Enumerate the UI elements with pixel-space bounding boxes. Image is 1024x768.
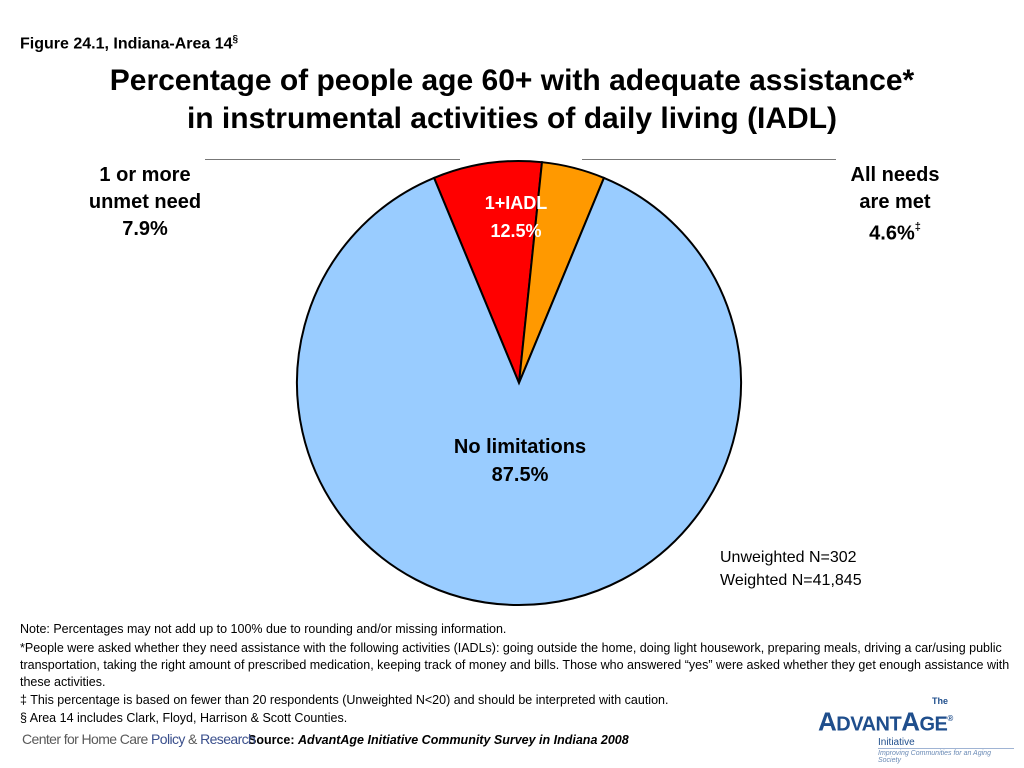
chart-title: Percentage of people age 60+ with adequa… bbox=[20, 62, 1004, 138]
source-title: AdvantAge Initiative Community Survey in… bbox=[298, 733, 629, 747]
no-limitations-slice bbox=[296, 176, 742, 606]
chart-title-line2: in instrumental activities of daily livi… bbox=[186, 102, 838, 135]
footnote-caution: ‡ This percentage is based on fewer than… bbox=[20, 693, 669, 707]
no-limitations-value: 87.5% bbox=[492, 464, 549, 486]
footnote-asterisk: *People were asked whether they need ass… bbox=[20, 641, 1010, 689]
group-label-name: 1+IADL bbox=[485, 193, 548, 213]
needs-met-value: 4.6% bbox=[869, 222, 915, 245]
unmet-need-label-line2: unmet need bbox=[88, 191, 202, 213]
footnote-area: § Area 14 includes Clark, Floyd, Harriso… bbox=[20, 711, 348, 725]
unweighted-n: Unweighted N=302 bbox=[720, 549, 857, 566]
unmet-need-label: 1 or more unmet need 7.9% bbox=[60, 162, 230, 243]
unmet-need-value: 7.9% bbox=[122, 218, 168, 240]
footnotes: *People were asked whether they need ass… bbox=[20, 640, 1010, 728]
needs-met-label: All needs are met 4.6%‡ bbox=[815, 162, 975, 248]
section-mark: § bbox=[232, 34, 239, 45]
group-label-value: 12.5% bbox=[490, 221, 541, 241]
needs-met-label-line1: All needs bbox=[850, 164, 940, 186]
source-prefix: Source: bbox=[248, 733, 295, 747]
unmet-need-slice bbox=[432, 160, 544, 384]
left-divider bbox=[205, 159, 460, 160]
advantage-initiative-logo: The ADVANTAGE® Initiative Improving Comm… bbox=[818, 697, 1018, 764]
source-line: Source: AdvantAge Initiative Community S… bbox=[248, 733, 629, 747]
center-home-care-logo: Center for Home Care Policy & Research bbox=[22, 731, 256, 747]
chart-title-line1: Percentage of people age 60+ with adequa… bbox=[109, 64, 915, 97]
caution-mark: ‡ bbox=[914, 221, 921, 233]
unmet-need-label-line1: 1 or more bbox=[99, 164, 191, 186]
right-divider bbox=[582, 159, 836, 160]
rounding-note: Note: Percentages may not add up to 100%… bbox=[20, 622, 507, 636]
no-limitations-label: No limitations bbox=[454, 436, 586, 458]
needs-met-label-line2: are met bbox=[859, 191, 931, 213]
sample-size: Unweighted N=302 Weighted N=41,845 bbox=[720, 546, 862, 592]
figure-label: Figure 24.1, Indiana-Area 14§ bbox=[20, 34, 239, 53]
weighted-n: Weighted N=41,845 bbox=[720, 572, 862, 589]
